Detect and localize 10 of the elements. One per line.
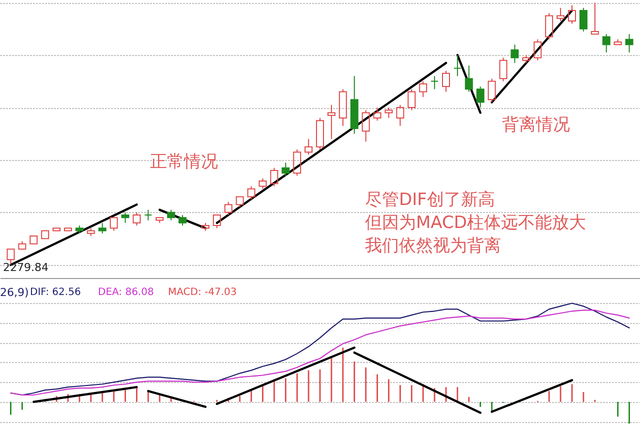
annotation: 背离情况 [502, 115, 570, 135]
text: 26,9) [0, 286, 29, 299]
text: DIF: 62.56 [30, 287, 81, 298]
annotation: 尽管DIF创了新高 [365, 190, 495, 210]
annotation: 但因为MACD柱体远不能放大 [365, 213, 586, 233]
annotation: 我们依然视为背离 [365, 236, 501, 256]
annotation: 2279.84 [3, 261, 48, 274]
annotation: 正常情况 [150, 152, 218, 172]
text: MACD: -47.03 [168, 287, 237, 298]
text: DEA: 86.08 [98, 287, 154, 298]
